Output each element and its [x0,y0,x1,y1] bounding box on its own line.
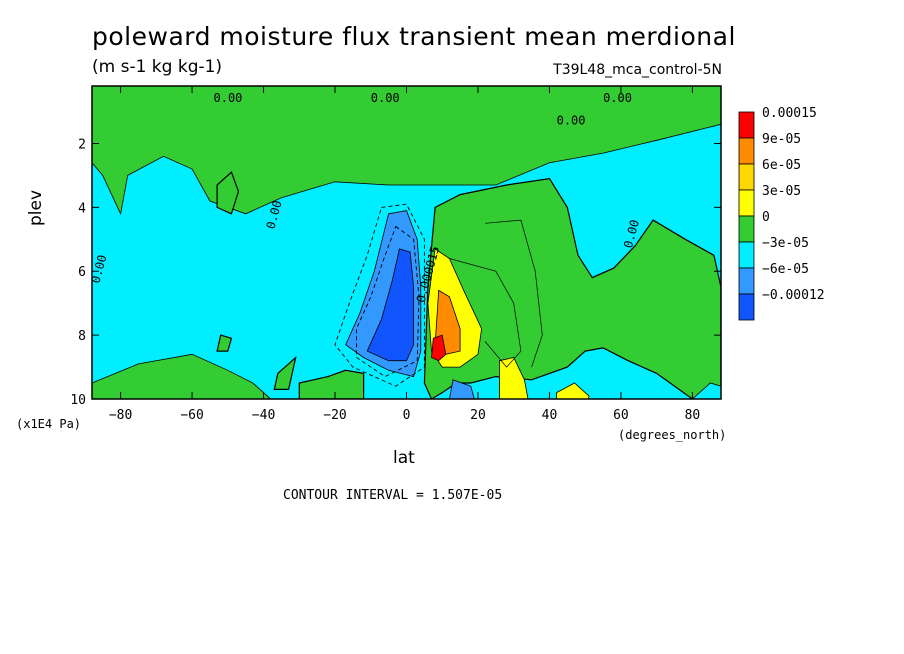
legend-label: −6e-05 [762,262,809,277]
x-tick-label: −20 [323,408,346,423]
contour-line-layer [334,203,543,387]
legend-swatch [738,137,755,165]
x-unit-note: (degrees_north) [618,428,727,442]
contour-region-yellow [556,382,590,399]
x-tick-label: 80 [685,408,701,423]
contour-interval: CONTOUR INTERVAL = 1.507E-05 [283,488,503,503]
contour-fill-layer [92,86,721,399]
legend-swatch [738,215,755,243]
contour-region-green [273,355,297,390]
contour-region-green [92,353,272,399]
legend-label: −3e-05 [762,236,809,251]
contour-label: 0.00 [557,113,586,127]
negative-contour-line [356,225,420,378]
x-tick-label: 0 [403,408,411,423]
legend-swatch [738,293,755,321]
contour-label: 0.00 [214,91,243,105]
positive-contour-line [449,258,522,368]
x-tick-label: 60 [613,408,629,423]
x-axis-label: lat [393,448,415,468]
legend-swatch [738,163,755,191]
x-tick-label: −40 [252,408,275,423]
legend-label: 0.00015 [762,106,817,121]
run-label: T39L48_mca_control-5N [553,62,722,78]
y-tick-label: 10 [70,393,86,408]
x-tick-label: −60 [180,408,203,423]
legend-label: 3e-05 [762,184,801,199]
contour-region-blue [448,379,475,399]
x-tick-label: 40 [542,408,558,423]
y-tick-label: 2 [78,137,86,152]
legend-swatch [738,111,755,139]
x-tick-label: 20 [470,408,486,423]
contour-region-green [298,369,365,399]
contour-region-green [216,171,240,215]
x-tick-label: −80 [109,408,132,423]
legend-swatch [738,189,755,217]
legend-label: 9e-05 [762,132,801,147]
legend-label: 0 [762,210,770,225]
contour-label: 0.00 [603,91,632,105]
y-unit-note: (x1E4 Pa) [16,417,82,431]
legend-label: 6e-05 [762,158,801,173]
y-tick-label: 8 [78,329,86,344]
contour-label: 0.00 [371,91,400,105]
x-axis: −80 −60 −40 −20 0 20 40 60 80 [109,86,700,423]
contour-region-green [216,334,233,352]
contour-region-cyan [691,382,721,399]
contour-region-red [431,334,447,362]
contour-region-darkblue [366,248,415,362]
positive-contour-line [485,219,543,368]
legend-label: −0.00012 [762,288,825,303]
y-tick-label: 6 [78,265,86,280]
color-legend: 0.00015 9e-05 6e-05 3e-05 0 −3e-05 −6e-05 −0.00… [738,106,825,321]
y-axis: 2 4 6 8 10 [70,137,721,408]
negative-contour-line [334,203,425,387]
contour-region-yellow [498,357,529,399]
chart-units: (m s-1 kg kg-1) [92,57,223,77]
y-tick-label: 4 [78,201,86,216]
contour-region-green [92,86,721,216]
legend-swatch [738,241,755,269]
legend-swatch [738,267,755,295]
chart-title: poleward moisture flux transient mean me… [92,22,736,51]
